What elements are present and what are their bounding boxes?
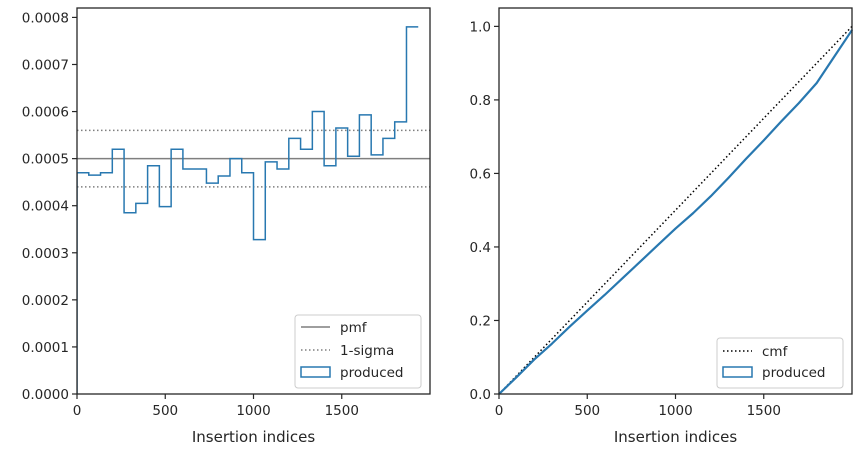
right-x-ticks: 0 500 1000 1500 <box>495 394 781 419</box>
legend-pmf-label: pmf <box>340 320 368 336</box>
produced-point <box>710 195 712 198</box>
produced-histogram <box>77 26 419 394</box>
produced-point <box>692 212 694 214</box>
x-tick-label: 0 <box>495 403 504 419</box>
y-tick-label: 0.0 <box>470 387 491 403</box>
x-tick-label: 500 <box>574 403 600 419</box>
legend-cmf-label: cmf <box>762 344 789 360</box>
y-tick-label: 0.0001 <box>22 340 69 356</box>
legend-produced-swatch <box>300 366 331 378</box>
y-tick-label: 0.0007 <box>22 57 69 73</box>
histogram-bin <box>242 173 254 394</box>
y-tick-label: 0.0005 <box>22 152 69 168</box>
y-tick-label: 0.8 <box>470 93 491 109</box>
histogram-bin <box>254 240 266 394</box>
produced-point <box>674 227 677 230</box>
y-tick-label: 0.0000 <box>22 387 69 403</box>
produced-point <box>657 244 659 246</box>
right-plot-area <box>498 25 853 395</box>
produced-point <box>604 293 606 296</box>
left-legend-box <box>294 314 422 389</box>
left-x-ticks: 0 500 1000 1500 <box>73 394 359 419</box>
produced-point <box>621 277 624 280</box>
histogram-bin <box>195 169 207 394</box>
right-axes-frame <box>498 7 853 395</box>
x-tick-label: 1000 <box>236 403 270 419</box>
histogram-bin <box>101 173 113 394</box>
right-legend: cmf produced <box>716 337 844 389</box>
left-y-ticks: 0.0000 0.0001 0.0002 0.0003 0.0004 0.0005 0.00… <box>22 10 77 403</box>
produced-point <box>745 157 747 160</box>
histogram-bin <box>148 166 160 394</box>
legend-produced-swatch-right <box>722 366 753 378</box>
produced-point <box>833 55 836 58</box>
cmf-line <box>498 25 853 395</box>
histogram-bin <box>206 183 218 394</box>
y-tick-label: 0.0004 <box>22 199 69 215</box>
x-tick-label: 0 <box>73 403 82 419</box>
legend-produced-label-right: produced <box>762 365 826 381</box>
histogram-bin <box>218 176 230 394</box>
left-x-axis-label: Insertion indices <box>192 428 315 446</box>
x-tick-label: 1500 <box>325 403 359 419</box>
histogram-bin <box>89 175 101 394</box>
produced-point <box>551 342 553 345</box>
y-tick-label: 1.0 <box>470 19 491 35</box>
left-legend: pmf 1-sigma produced <box>294 314 422 389</box>
left-histogram-panel: 0.0000 0.0001 0.0002 0.0003 0.0004 0.0005 0.00… <box>22 7 431 446</box>
y-tick-label: 0.2 <box>470 313 491 329</box>
histogram-bin <box>277 169 289 394</box>
histogram-bin <box>265 162 277 394</box>
histogram-bin <box>124 213 136 394</box>
produced-point <box>762 139 765 142</box>
legend-sigma-label: 1-sigma <box>340 343 394 359</box>
produced-point <box>727 177 730 179</box>
histogram-bin <box>183 169 195 394</box>
legend-produced-label: produced <box>340 365 404 381</box>
histogram-bin <box>171 149 183 394</box>
x-tick-label: 500 <box>152 403 178 419</box>
produced-point <box>586 309 589 312</box>
histogram-bin <box>136 203 148 394</box>
produced-point <box>568 325 571 328</box>
produced-point <box>815 82 818 84</box>
produced-point <box>515 376 518 378</box>
y-tick-label: 0.6 <box>470 166 491 182</box>
histogram-bin <box>112 149 124 394</box>
x-tick-label: 1000 <box>658 403 692 419</box>
y-tick-label: 0.0006 <box>22 105 69 121</box>
y-tick-label: 0.0002 <box>22 293 69 309</box>
histogram-bin <box>77 173 89 394</box>
left-plot-area <box>77 26 430 394</box>
right-cumulative-panel: 0.0 0.2 0.4 0.6 0.8 1.0 0 500 1000 1500 Insertio… <box>470 7 853 446</box>
right-y-ticks: 0.0 0.2 0.4 0.6 0.8 1.0 <box>470 19 499 403</box>
x-tick-label: 1500 <box>747 403 781 419</box>
produced-point <box>639 260 641 263</box>
produced-point <box>780 120 783 123</box>
y-tick-label: 0.0003 <box>22 246 69 262</box>
y-tick-label: 0.0008 <box>22 10 69 26</box>
histogram-bin <box>230 159 242 394</box>
y-tick-label: 0.4 <box>470 240 491 256</box>
histogram-bin <box>159 207 171 394</box>
right-x-axis-label: Insertion indices <box>614 428 737 446</box>
produced-point <box>798 102 800 104</box>
produced-point <box>533 358 536 361</box>
